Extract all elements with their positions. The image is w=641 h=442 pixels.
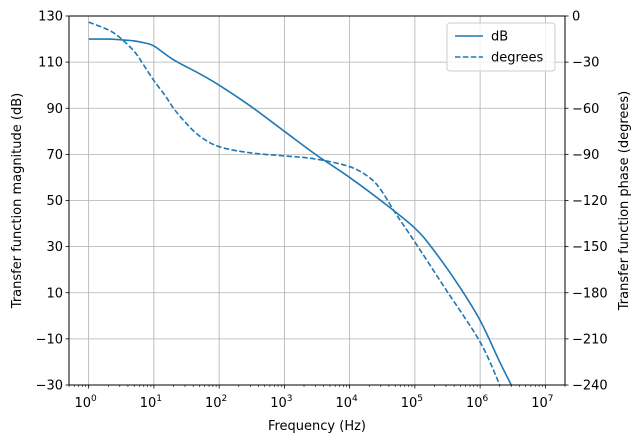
y-right-tick-label: 0	[572, 10, 580, 25]
x-tick-label: 101	[140, 394, 162, 411]
y-left-tick-label: 70	[46, 148, 63, 163]
x-tick-label: 102	[205, 394, 227, 411]
y-right-tick-label: −60	[572, 102, 599, 117]
y-left-tick-label: −30	[36, 379, 63, 394]
x-tick-label: 103	[270, 394, 292, 411]
series-line-db	[88, 38, 512, 385]
x-tick-label: 105	[401, 394, 423, 411]
x-tick-label: 100	[75, 394, 98, 411]
x-tick-label: 107	[531, 394, 553, 411]
series-line-degrees	[88, 21, 501, 385]
y-right-axis-label: Transfer function phase (degrees)	[617, 91, 632, 311]
legend-label-degrees: degrees	[491, 51, 544, 66]
y-left-tick-label: 90	[46, 102, 63, 117]
x-tick-label: 106	[466, 394, 489, 411]
x-axis-label: Frequency (Hz)	[268, 419, 366, 434]
legend-box	[446, 22, 556, 72]
y-left-tick-label: 130	[38, 10, 63, 25]
y-left-tick-label: 10	[46, 286, 63, 301]
y-left-tick-label: 30	[46, 240, 63, 255]
y-right-tick-label: −210	[572, 332, 608, 347]
y-left-tick-label: −10	[36, 332, 63, 347]
y-left-axis-ticks: 130 110 90 70 50 30 10 −10 −30	[36, 10, 69, 394]
y-right-tick-label: −120	[572, 194, 608, 209]
y-right-tick-label: −90	[572, 148, 599, 163]
x-axis-ticks: 100 101 102 103 104 105 106 107	[68, 385, 566, 411]
y-right-axis-ticks: 0 −30 −60 −90 −120 −150 −180 −210 −240	[565, 10, 608, 394]
legend: dB degrees	[446, 22, 556, 72]
legend-label-db: dB	[491, 30, 508, 45]
x-tick-label: 104	[335, 394, 358, 411]
y-left-tick-label: 110	[38, 56, 63, 71]
y-left-axis-label: Transfer function magnitude (dB)	[10, 93, 25, 309]
series-layer	[88, 21, 512, 385]
y-right-tick-label: −180	[572, 286, 608, 301]
y-right-tick-label: −150	[572, 240, 608, 255]
y-left-tick-label: 50	[46, 194, 63, 209]
y-right-tick-label: −240	[572, 379, 608, 394]
y-right-tick-label: −30	[572, 56, 599, 71]
